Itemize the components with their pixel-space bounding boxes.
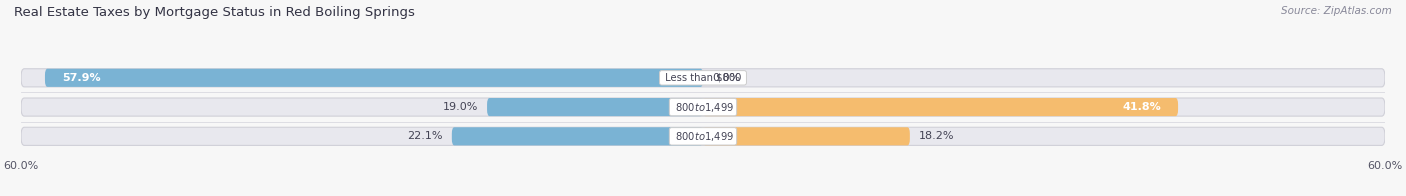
- Text: 0.0%: 0.0%: [711, 73, 741, 83]
- Text: 19.0%: 19.0%: [443, 102, 478, 112]
- Text: 18.2%: 18.2%: [920, 131, 955, 141]
- Text: $800 to $1,499: $800 to $1,499: [672, 101, 734, 113]
- FancyBboxPatch shape: [703, 127, 910, 145]
- Text: 41.8%: 41.8%: [1122, 102, 1161, 112]
- Text: $800 to $1,499: $800 to $1,499: [672, 130, 734, 143]
- FancyBboxPatch shape: [451, 127, 703, 145]
- Text: Real Estate Taxes by Mortgage Status in Red Boiling Springs: Real Estate Taxes by Mortgage Status in …: [14, 6, 415, 19]
- FancyBboxPatch shape: [45, 69, 703, 87]
- FancyBboxPatch shape: [21, 69, 1385, 87]
- Text: 57.9%: 57.9%: [62, 73, 101, 83]
- FancyBboxPatch shape: [703, 98, 1178, 116]
- FancyBboxPatch shape: [21, 127, 1385, 145]
- FancyBboxPatch shape: [21, 98, 1385, 116]
- Text: Less than $800: Less than $800: [662, 73, 744, 83]
- Text: 22.1%: 22.1%: [408, 131, 443, 141]
- FancyBboxPatch shape: [486, 98, 703, 116]
- Text: Source: ZipAtlas.com: Source: ZipAtlas.com: [1281, 6, 1392, 16]
